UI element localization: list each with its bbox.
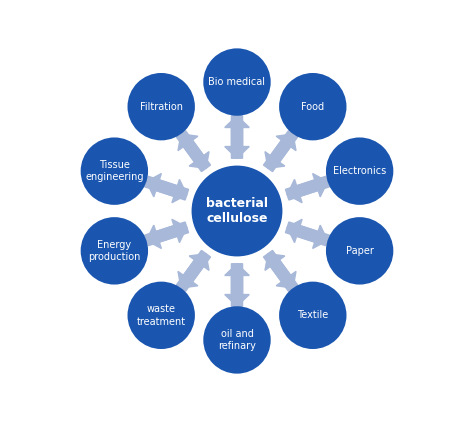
Text: waste
treatment: waste treatment [137,304,186,327]
Circle shape [191,165,283,257]
Circle shape [128,73,195,141]
FancyArrow shape [285,222,328,249]
Circle shape [279,73,346,141]
FancyArrow shape [264,250,296,288]
FancyArrow shape [225,116,249,158]
FancyArrow shape [145,219,187,246]
Text: Textile: Textile [297,310,328,320]
Circle shape [326,217,393,284]
FancyArrow shape [287,176,329,203]
FancyArrow shape [225,264,249,306]
FancyArrow shape [264,134,296,172]
FancyArrow shape [225,264,249,306]
FancyArrow shape [146,173,189,200]
Text: bacterial
cellulose: bacterial cellulose [206,197,268,225]
Text: Filtration: Filtration [140,102,182,112]
Circle shape [81,217,148,284]
FancyArrow shape [265,254,298,291]
FancyArrow shape [176,131,209,168]
FancyArrow shape [285,173,328,200]
FancyArrow shape [176,254,209,291]
Text: Tissue
engineering: Tissue engineering [85,160,144,182]
FancyArrow shape [225,116,249,158]
Text: oil and
refinary: oil and refinary [218,329,256,351]
Text: Food: Food [301,102,324,112]
Circle shape [279,281,346,349]
FancyArrow shape [287,219,329,246]
FancyArrow shape [265,131,298,168]
Text: Paper: Paper [346,246,374,256]
Circle shape [81,138,148,205]
Circle shape [326,138,393,205]
Circle shape [128,281,195,349]
FancyArrow shape [146,222,189,249]
Text: Energy
production: Energy production [88,240,141,262]
FancyArrow shape [178,134,210,172]
FancyArrow shape [145,176,187,203]
Text: Electronics: Electronics [333,166,386,176]
FancyArrow shape [178,250,210,288]
Circle shape [203,306,271,373]
Circle shape [203,49,271,116]
Text: Bio medical: Bio medical [209,77,265,87]
